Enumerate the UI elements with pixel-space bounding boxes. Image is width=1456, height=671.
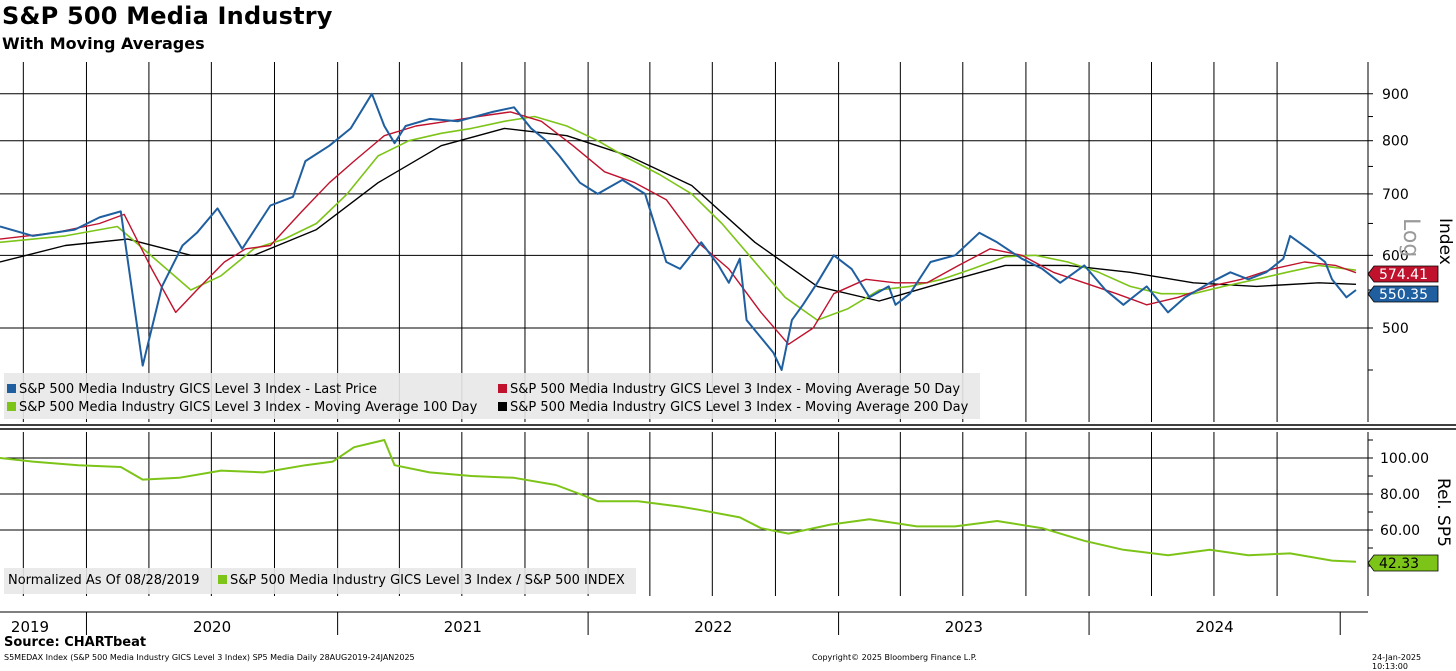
rel-axis-title: Rel. SP5 [1433,478,1453,547]
legend-label-ma50: S&P 500 Media Industry GICS Level 3 Inde… [510,382,961,397]
legend-label-normalized: Normalized As Of 08/28/2019 [8,573,200,588]
price-ytick-3: 800 [1382,134,1409,150]
source-note: Source: CHARTbeat [4,635,147,650]
price-ytick-4: 900 [1382,87,1409,103]
legend-label-ma100: S&P 500 Media Industry GICS Level 3 Inde… [19,400,478,415]
price-scale-note: Log [1398,218,1423,257]
rel-ytick-1: 80.00 [1380,487,1420,503]
footer-right: 24-Jan-2025 10:13:00 [1372,653,1422,671]
ma50-last-value: 574.41 [1379,267,1428,283]
legend-label-rel: S&P 500 Media Industry GICS Level 3 Inde… [230,573,625,588]
chart-subtitle: With Moving Averages [2,34,205,53]
price-axis-title: Index [1435,218,1455,265]
series-ma100-line [0,115,1357,321]
legend-item-rel: S&P 500 Media Industry GICS Level 3 Inde… [218,572,625,589]
footer-center: Copyright© 2025 Bloomberg Finance L.P. [812,653,977,662]
legend-item-ma100: S&P 500 Media Industry GICS Level 3 Inde… [7,399,477,416]
x-tick-label-2024: 2024 [1196,618,1234,636]
legend-item-last-price: S&P 500 Media Industry GICS Level 3 Inde… [7,381,377,398]
price-legend: S&P 500 Media Industry GICS Level 3 Inde… [4,373,980,419]
series-ma50-line [0,111,1357,345]
rel-last-tag [1367,554,1439,572]
price-ytick-1: 600 [1382,248,1409,264]
legend-swatch-ma100 [7,402,16,411]
rel-last-value: 42.33 [1379,556,1419,572]
x-tick-label-2021: 2021 [444,618,482,636]
chart-title: S&P 500 Media Industry [2,2,333,30]
legend-label-ma200: S&P 500 Media Industry GICS Level 3 Inde… [510,400,969,415]
legend-swatch-ma50 [498,384,507,393]
x-tick-label-2020: 2020 [193,618,231,636]
last-price-last-tag [1367,285,1439,303]
legend-item-normalized: Normalized As Of 08/28/2019 [8,572,200,589]
legend-swatch-last-price [7,384,16,393]
relative-legend: Normalized As Of 08/28/2019 S&P 500 Medi… [4,568,636,594]
last-price-last-value: 550.35 [1379,287,1428,303]
footer-left: S5MEDAX Index (S&P 500 Media Industry GI… [4,653,415,662]
legend-item-ma50: S&P 500 Media Industry GICS Level 3 Inde… [498,381,960,398]
price-ytick-0: 500 [1382,321,1409,337]
rel-ytick-0: 60.00 [1380,523,1420,539]
series-last-price-line [0,92,1357,371]
legend-swatch-ma200 [498,402,507,411]
legend-swatch-rel [218,575,227,584]
series-rel-line [0,439,1357,563]
x-tick-label-2019: 2019 [11,618,49,636]
legend-label-last-price: S&P 500 Media Industry GICS Level 3 Inde… [19,382,377,397]
rel-ytick-2: 100.00 [1380,451,1429,467]
series-ma200-line [0,127,1357,302]
x-tick-label-2022: 2022 [694,618,732,636]
legend-item-ma200: S&P 500 Media Industry GICS Level 3 Inde… [498,399,968,416]
ma50-last-tag [1367,265,1439,283]
x-tick-label-2023: 2023 [945,618,983,636]
price-ytick-2: 700 [1382,187,1409,203]
